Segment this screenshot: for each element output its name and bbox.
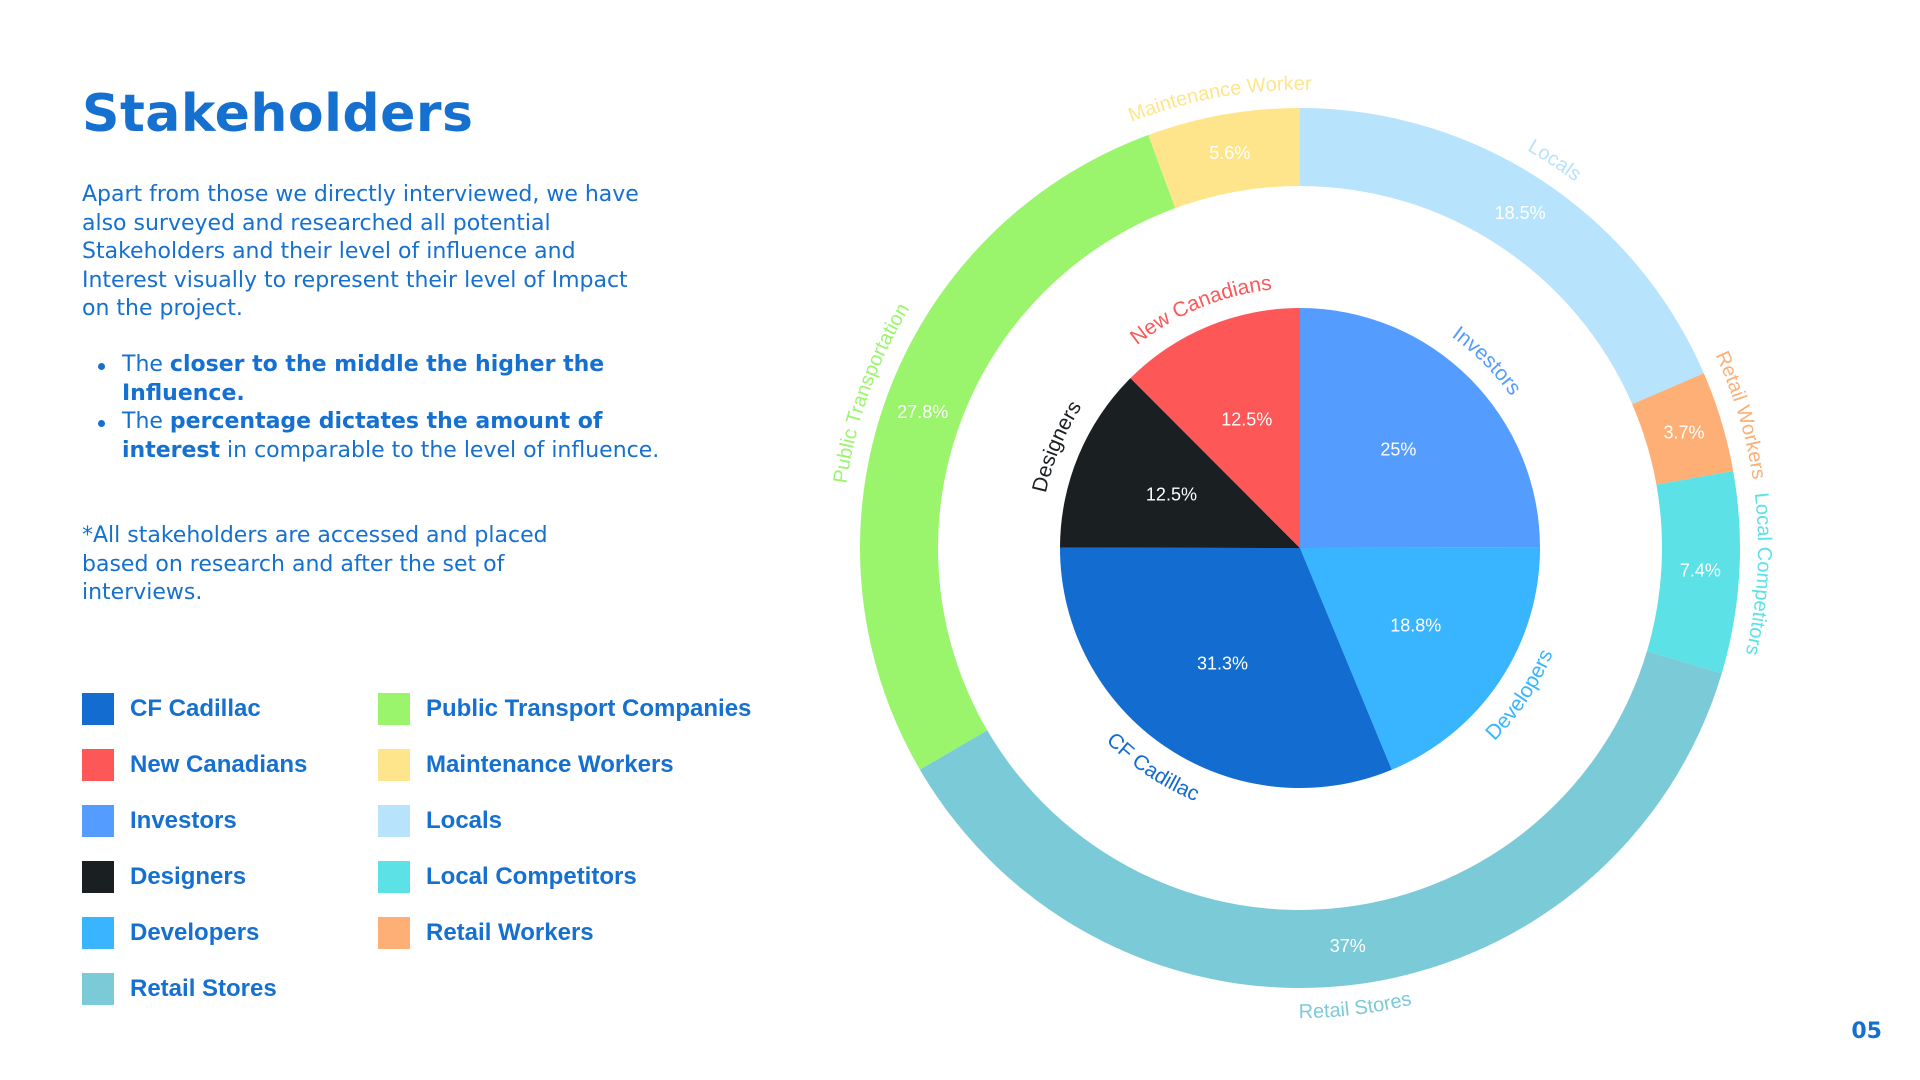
outer-category-retail-stores: Retail Stores: [1299, 988, 1414, 1023]
legend-swatch: [82, 861, 114, 893]
legend-label: CF Cadillac: [130, 695, 261, 722]
legend-label: Retail Workers: [426, 919, 594, 946]
outer-slice-retail-workers: [1632, 373, 1734, 485]
legend-label: Retail Stores: [130, 975, 277, 1002]
bullet-interest: The percentage dictates the amount of in…: [98, 408, 682, 465]
legend-item-maintenance-workers: Maintenance Workers: [378, 749, 674, 781]
bullet-interest-emphasis: percentage dictates the amount of intere…: [122, 409, 603, 463]
legend-label: Maintenance Workers: [426, 751, 674, 778]
legend-item-investors: Investors: [82, 805, 237, 837]
legend-swatch: [82, 693, 114, 725]
outer-slice-local-competitors: [1646, 470, 1740, 674]
outer-slice-public-transportation: [860, 134, 1176, 770]
outer-slice-locals: [1300, 108, 1704, 405]
outer-value-retail-stores: 37%: [1330, 936, 1366, 956]
inner-slice-developers: [1300, 547, 1541, 770]
inner-slice-designers: [1060, 378, 1300, 548]
outer-slice-maintenance-worker: [1148, 108, 1300, 209]
legend-item-public-transport: Public Transport Companies: [378, 693, 751, 725]
legend-item-local-competitors: Local Competitors: [378, 861, 637, 893]
outer-value-locals: 18.5%: [1495, 203, 1546, 223]
outer-slice-retail-stores: [919, 651, 1722, 989]
inner-slice-investors: [1300, 308, 1540, 548]
outer-category-local-competitors: Local Competitors: [1741, 492, 1775, 658]
legend-swatch: [82, 749, 114, 781]
outer-value-public-transportation: 27.8%: [897, 402, 948, 422]
legend-swatch: [82, 917, 114, 949]
bullet-list: The closer to the middle the higher the …: [82, 351, 682, 465]
legend-label: Developers: [130, 919, 260, 946]
outer-value-retail-workers: 3.7%: [1663, 423, 1704, 443]
legend-label: Local Competitors: [426, 863, 637, 890]
legend-label: Locals: [426, 807, 503, 834]
legend-label: New Canadians: [130, 751, 308, 778]
legend-item-cf-cadillac: CF Cadillac: [82, 693, 261, 725]
legend-item-developers: Developers: [82, 917, 259, 949]
legend-swatch: [378, 861, 410, 893]
inner-value-investors: 25%: [1380, 439, 1416, 459]
inner-slice-new-canadians: [1130, 308, 1300, 548]
page-title: Stakeholders: [82, 84, 474, 144]
outer-ring: [860, 108, 1740, 989]
outer-value-local-competitors: 7.4%: [1680, 561, 1721, 581]
inner-pie: [1060, 308, 1541, 789]
inner-value-cf-cadillac: 31.3%: [1197, 654, 1248, 674]
legend-swatch: [378, 749, 410, 781]
legend-swatch: [378, 693, 410, 725]
legend-item-new-canadians: New Canadians: [82, 749, 307, 781]
legend-swatch: [378, 805, 410, 837]
outer-value-maintenance-worker: 5.6%: [1209, 143, 1250, 163]
footnote: *All stakeholders are accessed and place…: [82, 523, 548, 605]
legend-swatch: [82, 973, 114, 1005]
legend-label: Public Transport Companies: [426, 695, 752, 722]
legend-label: Designers: [130, 863, 247, 890]
inner-value-developers: 18.8%: [1390, 615, 1441, 635]
bullet-influence-emphasis: closer to the middle the higher the Infl…: [122, 352, 605, 406]
inner-slice-cf-cadillac: [1060, 547, 1392, 789]
legend-item-retail-stores: Retail Stores: [82, 973, 277, 1005]
legend-item-locals: Locals: [378, 805, 502, 837]
intro-paragraph: Apart from those we directly interviewed…: [82, 182, 639, 321]
legend-item-designers: Designers: [82, 861, 246, 893]
chart-legend: CF Cadillac New Canadians Investors Desi…: [82, 693, 802, 1023]
inner-value-new-canadians: 12.5%: [1221, 409, 1272, 429]
inner-value-designers: 12.5%: [1146, 485, 1197, 505]
legend-swatch: [378, 917, 410, 949]
bullet-influence: The closer to the middle the higher the …: [98, 351, 682, 408]
legend-item-retail-workers: Retail Workers: [378, 917, 594, 949]
page-number: 05: [1851, 1019, 1882, 1044]
legend-swatch: [82, 805, 114, 837]
legend-label: Investors: [130, 807, 237, 834]
